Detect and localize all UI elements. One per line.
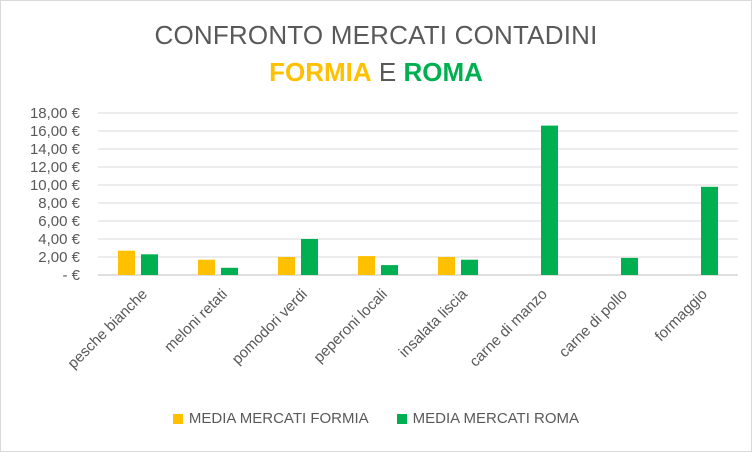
x-category-label: carne di manzo xyxy=(466,286,551,371)
x-category-label: pesche bianche xyxy=(64,286,150,372)
legend-label-roma: MEDIA MERCATI ROMA xyxy=(412,410,580,427)
bar-roma xyxy=(621,257,638,275)
subtitle-formia: FORMIA xyxy=(269,57,372,87)
x-category-label: meloni retati xyxy=(161,286,231,356)
bar-roma xyxy=(301,239,318,275)
x-category-label: pomodori verdi xyxy=(229,286,311,368)
y-tick-label: 6,00 € xyxy=(38,213,80,230)
bar-roma xyxy=(141,254,158,275)
bar-roma xyxy=(541,125,558,275)
x-category-label: peperoni locali xyxy=(310,286,390,366)
bar-formia xyxy=(198,259,215,275)
x-category-label: carne di pollo xyxy=(556,286,631,361)
bar-roma xyxy=(221,267,238,275)
legend-item-formia: MEDIA MERCATI FORMIA xyxy=(172,410,369,427)
y-tick-label: 12,00 € xyxy=(30,159,81,176)
y-tick-label: 16,00 € xyxy=(30,123,81,140)
legend-item-roma: MEDIA MERCATI ROMA xyxy=(396,410,580,427)
bar-roma xyxy=(701,186,718,275)
y-tick-label: 14,00 € xyxy=(30,141,81,158)
chart-subtitle: FORMIA E ROMA xyxy=(0,57,752,88)
bar-formia xyxy=(118,250,135,275)
y-tick-label: - € xyxy=(62,267,80,284)
legend-label-formia: MEDIA MERCATI FORMIA xyxy=(188,410,369,427)
bar-formia xyxy=(438,257,455,275)
y-tick-label: 10,00 € xyxy=(30,177,81,194)
bar-formia xyxy=(278,257,295,275)
legend: MEDIA MERCATI FORMIA MEDIA MERCATI ROMA xyxy=(0,410,752,427)
bar-formia xyxy=(358,256,375,275)
y-tick-label: 2,00 € xyxy=(38,249,80,266)
y-tick-label: 18,00 € xyxy=(30,105,81,122)
y-tick-label: 4,00 € xyxy=(38,231,80,248)
legend-swatch-formia xyxy=(172,413,183,424)
x-category-label: formaggio xyxy=(652,286,711,345)
legend-swatch-roma xyxy=(396,413,407,424)
subtitle-connector: E xyxy=(378,57,397,87)
chart-title: CONFRONTO MERCATI CONTADINI xyxy=(154,20,598,50)
bar-roma xyxy=(461,259,478,275)
subtitle-roma: ROMA xyxy=(403,57,483,87)
x-category-label: insalata liscia xyxy=(396,285,472,361)
bar-roma xyxy=(381,265,398,275)
y-tick-label: 8,00 € xyxy=(38,195,80,212)
